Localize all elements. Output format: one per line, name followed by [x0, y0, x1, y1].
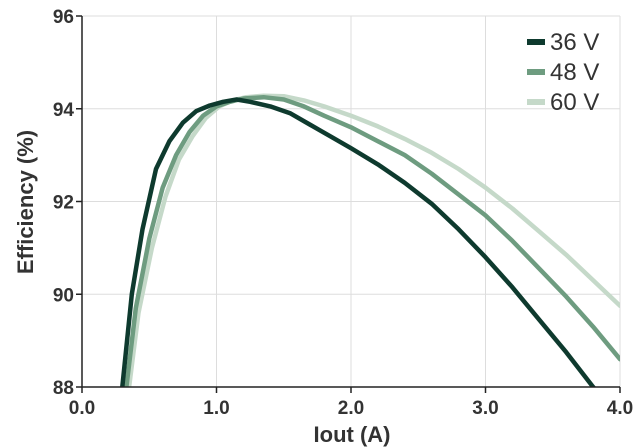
- x-tick-label: 0.0: [69, 398, 95, 419]
- series-line: [124, 94, 620, 387]
- y-tick-label: 92: [53, 193, 74, 214]
- x-tick-label: 3.0: [472, 398, 498, 419]
- axes: [76, 15, 621, 393]
- series-lines: [120, 93, 620, 387]
- y-axis-title: Efficiency (%): [13, 130, 38, 274]
- y-tick-label: 88: [53, 378, 74, 399]
- x-tick-label: 4.0: [607, 398, 633, 419]
- y-tick-label: 94: [53, 100, 75, 121]
- legend: 36 V 48 V 60 V: [527, 29, 599, 116]
- legend-label: 36 V: [550, 29, 599, 56]
- tick-labels: 0.0 1.0 2.0 3.0 4.0 88 90 92 94 96: [53, 7, 633, 419]
- x-tick-label: 1.0: [203, 398, 229, 419]
- legend-label: 48 V: [550, 59, 599, 86]
- x-axis-title: Iout (A): [314, 422, 391, 447]
- y-tick-label: 90: [53, 285, 74, 306]
- series-line: [120, 97, 597, 387]
- series-line: [126, 93, 620, 387]
- legend-label: 60 V: [550, 89, 599, 116]
- y-tick-label: 96: [53, 7, 74, 28]
- grid-lines: [82, 15, 621, 387]
- x-tick-label: 2.0: [338, 398, 364, 419]
